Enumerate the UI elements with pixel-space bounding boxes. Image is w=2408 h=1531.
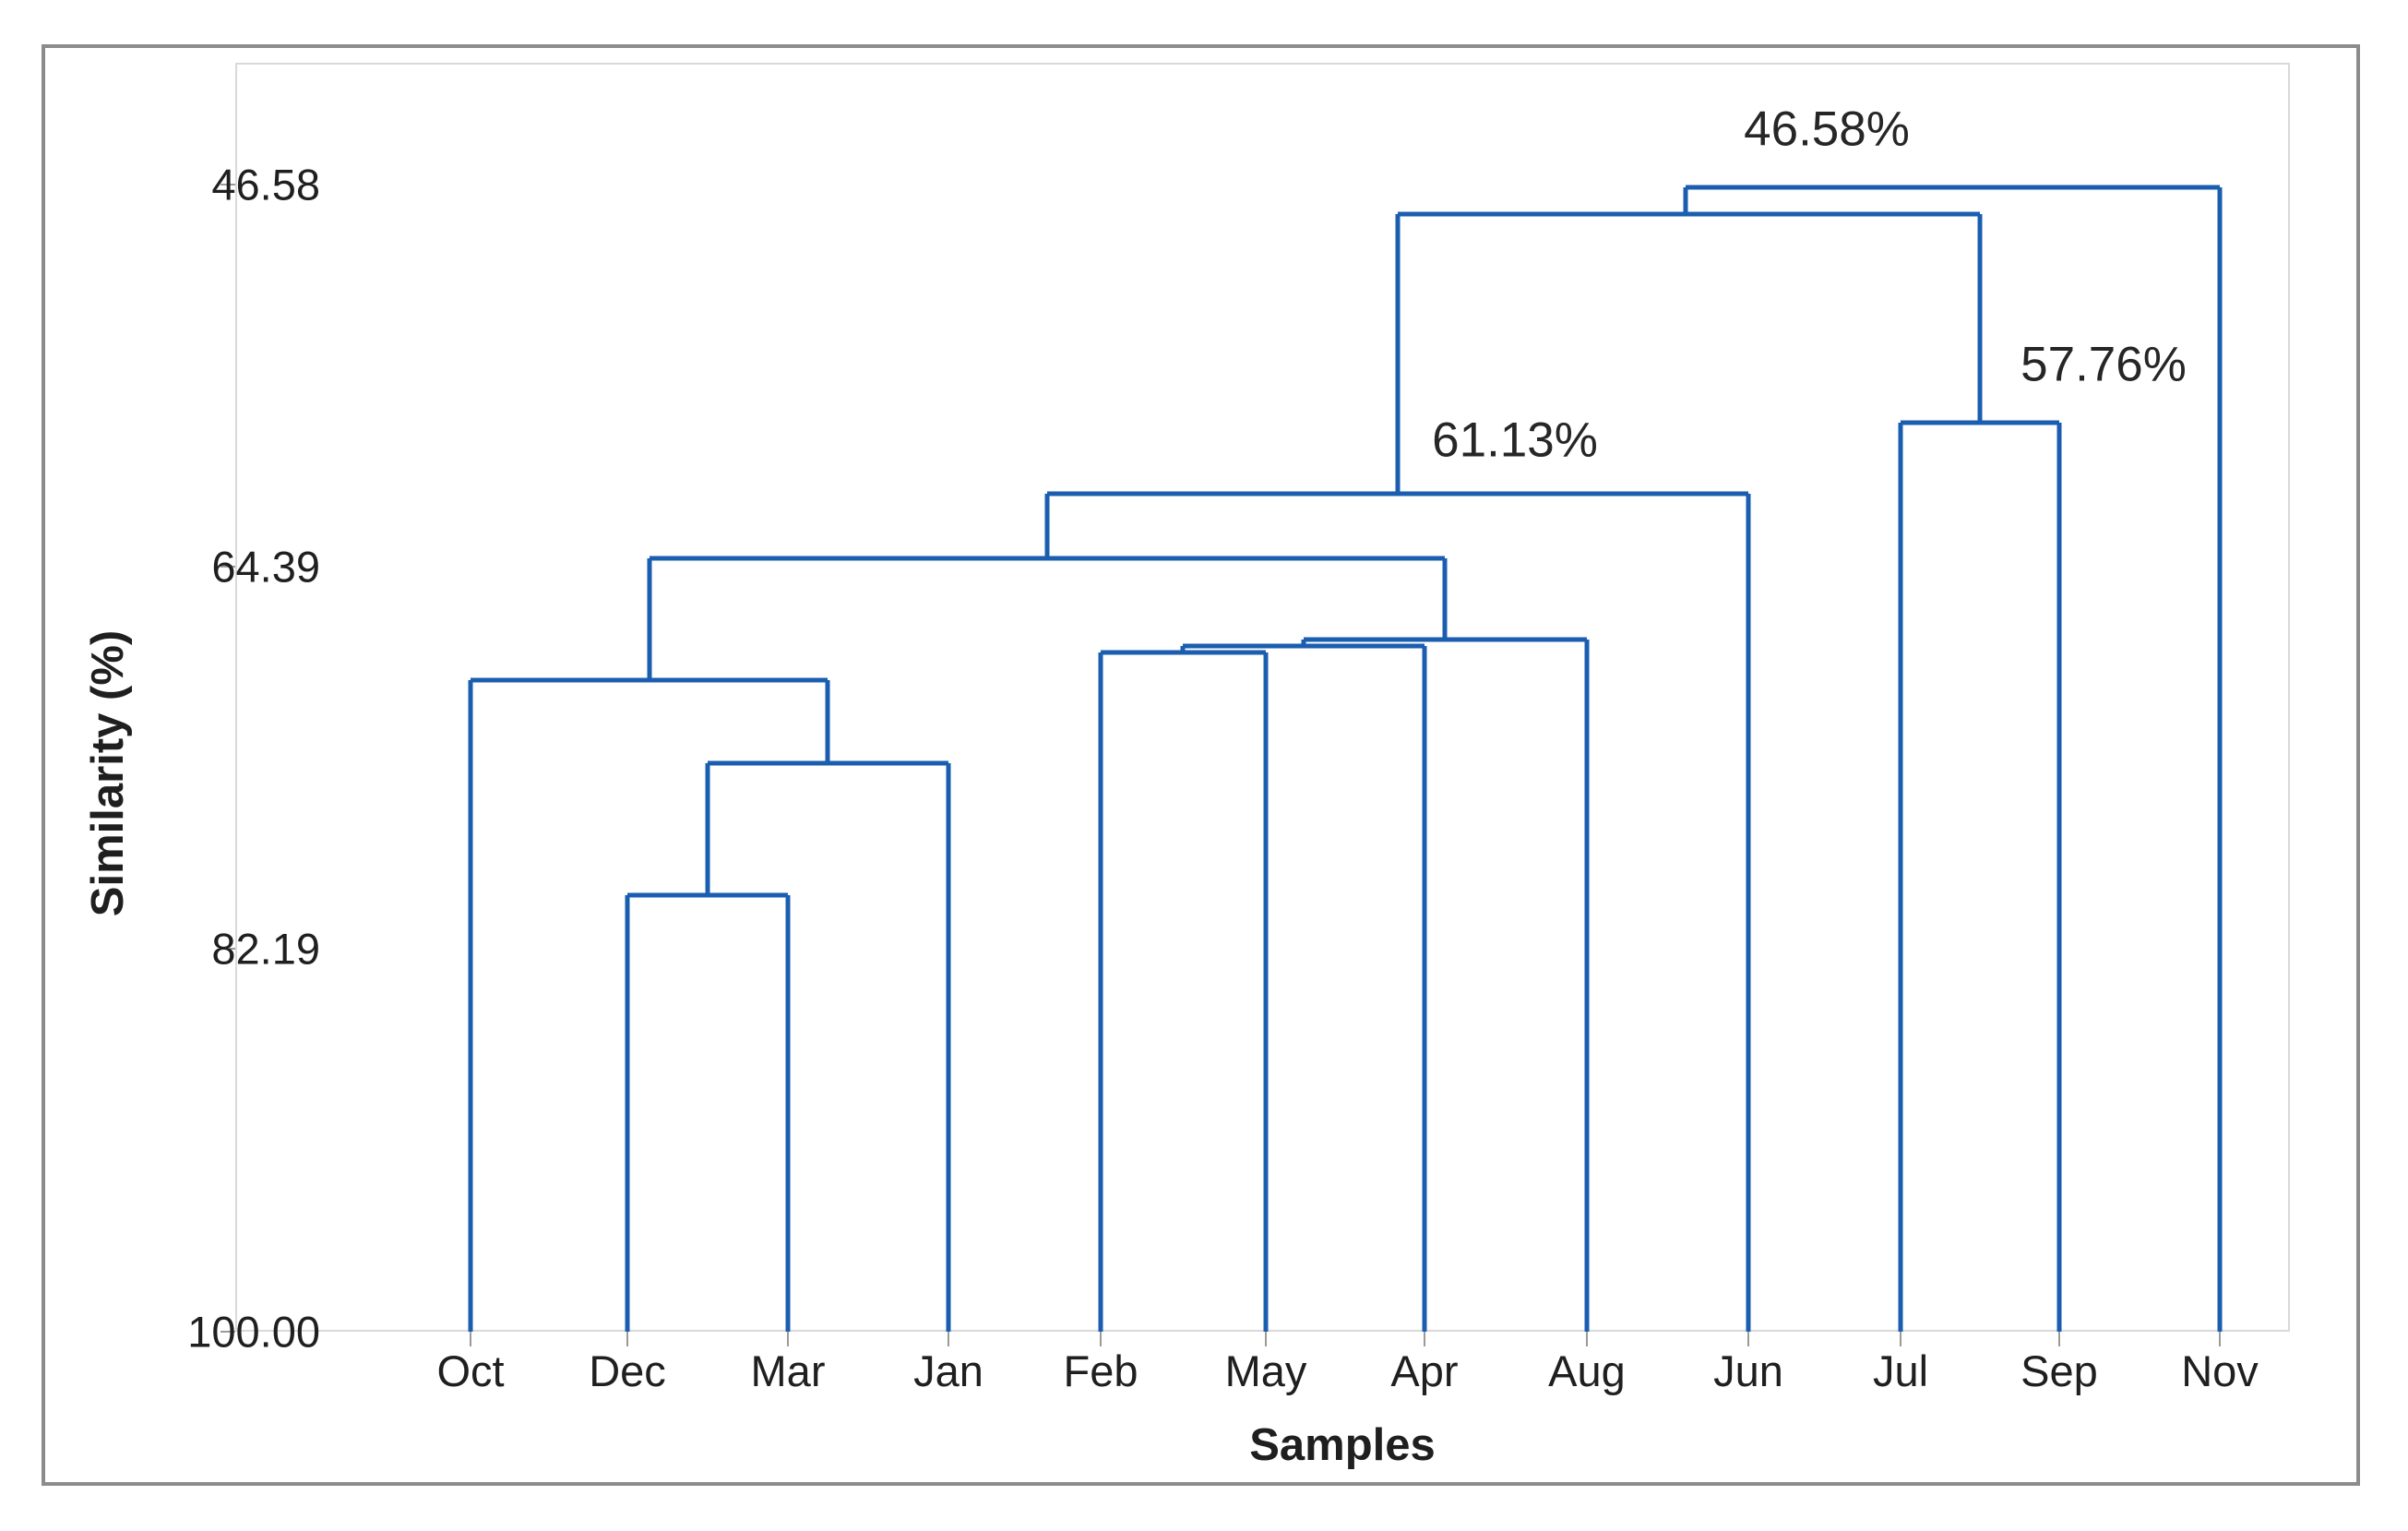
x-axis-label: Nov (2181, 1346, 2259, 1395)
x-axis-label: Mar (750, 1346, 826, 1395)
x-axis-label: Jan (913, 1346, 983, 1395)
x-axis-label: Apr (1390, 1346, 1459, 1395)
y-tick-label: 82.19 (211, 924, 320, 974)
similarity-annotation: 46.58% (1744, 102, 1910, 157)
x-axis-label: Oct (436, 1346, 505, 1395)
x-axis-label: Jul (1872, 1346, 1929, 1395)
x-axis-label: Sep (2021, 1346, 2098, 1395)
x-axis-label: Feb (1063, 1346, 1138, 1395)
y-tick-label: 64.39 (211, 542, 320, 592)
x-axis-title: Samples (1249, 1420, 1436, 1470)
y-axis-title: Similarity (%) (83, 629, 133, 917)
similarity-annotation: 61.13% (1432, 413, 1598, 468)
x-axis-label: May (1224, 1346, 1307, 1395)
plot-area (235, 63, 2290, 1332)
x-axis-label: Aug (1548, 1346, 1626, 1395)
y-tick-label: 100.00 (187, 1307, 320, 1357)
x-axis-label: Dec (589, 1346, 666, 1395)
y-tick-label: 46.58 (211, 160, 320, 209)
similarity-annotation: 57.76% (2021, 337, 2187, 392)
x-axis-label: Jun (1713, 1346, 1783, 1395)
